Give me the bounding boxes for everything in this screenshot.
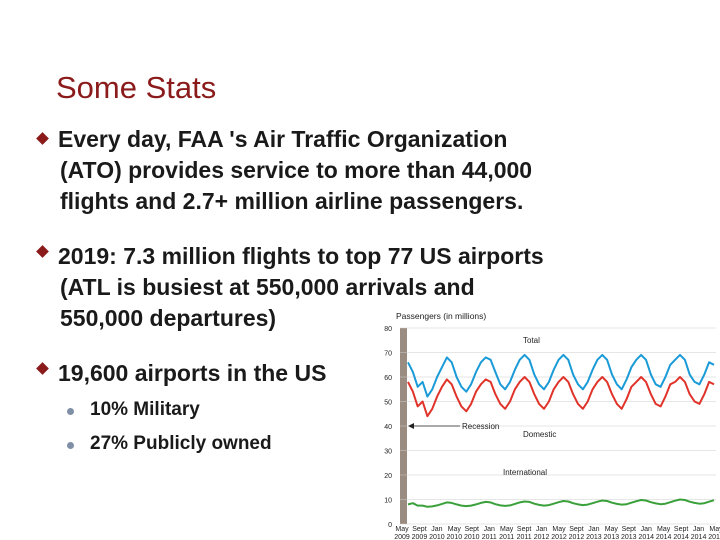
bullet-1-line-1: Every day, FAA 's Air Traffic Organizati… xyxy=(58,126,508,152)
series-line-domestic xyxy=(407,376,715,418)
x-tick-label: Sept 2010 xyxy=(464,526,480,540)
x-tick-label: Jan 2012 xyxy=(534,526,550,540)
x-tick-label: May 2013 xyxy=(604,526,620,540)
y-tick-label: 60 xyxy=(384,375,392,382)
sub-bullet-military: 10% Military xyxy=(90,399,200,420)
bullet-3-line-1: 19,600 airports in the US xyxy=(58,360,327,386)
series-label-domestic: Domestic xyxy=(523,430,556,439)
bullet-1-line-3: flights and 2.7+ million airline passeng… xyxy=(60,188,524,214)
x-tick-label: Jan 2014 xyxy=(691,526,707,540)
bullet-marker-icon xyxy=(36,362,49,375)
y-tick-label: 10 xyxy=(384,498,392,505)
recession-label: Recession xyxy=(462,422,499,431)
x-tick-label: Sept 2011 xyxy=(517,526,532,540)
x-tick-label: May 2012 xyxy=(551,526,567,540)
x-tick-label: Sept 2013 xyxy=(621,526,637,540)
bullet-2-line-3: 550,000 departures) xyxy=(60,305,277,331)
series-label-total: Total xyxy=(523,336,540,345)
x-tick-label: Sept 2012 xyxy=(569,526,585,540)
passenger-chart: Passengers (in millions) 0 10 20 30 40 50 60 70… xyxy=(384,311,720,540)
bullet-2-line-2: (ATL is busiest at 550,000 arrivals and xyxy=(60,274,475,300)
bullet-2: 2019: 7.3 million flights to top 77 US a… xyxy=(58,241,544,334)
x-tick-label: Jan 2011 xyxy=(482,526,497,540)
y-tick-label: 80 xyxy=(384,326,392,333)
sub-bullet-public: 27% Publicly owned xyxy=(90,433,272,454)
bullet-marker-icon xyxy=(36,245,49,258)
y-tick-label: 30 xyxy=(384,449,392,456)
sub-bullet-dot-icon xyxy=(67,442,74,449)
x-tick-label: Sept 2014 xyxy=(673,526,689,540)
x-tick-label: Sept 2009 xyxy=(412,526,428,540)
series-label-international: International xyxy=(503,468,547,477)
y-tick-label: 20 xyxy=(384,473,392,480)
x-tick-label: May 2009 xyxy=(394,526,410,540)
y-tick-label: 40 xyxy=(384,424,392,431)
recession-arrowhead-icon xyxy=(408,423,414,429)
sub-bullet-dot-icon xyxy=(67,408,74,415)
chart-ylabel: Passengers (in millions) xyxy=(396,311,486,321)
bullet-1-line-2: (ATO) provides service to more than 44,0… xyxy=(60,157,533,183)
x-tick-label: Jan 2010 xyxy=(429,526,445,540)
series-line-international xyxy=(407,498,715,508)
y-tick-label: 50 xyxy=(384,400,392,407)
series-line-total xyxy=(407,353,715,398)
x-tick-label: Jan 2013 xyxy=(586,526,602,540)
slide-title: Some Stats xyxy=(56,70,217,105)
x-tick-label: May 2010 xyxy=(447,526,463,540)
bullet-marker-icon xyxy=(36,132,49,145)
x-tick-label: May 2011 xyxy=(499,526,514,540)
y-tick-label: 70 xyxy=(384,351,392,358)
y-tick-label: 0 xyxy=(388,522,392,529)
bullet-3: 19,600 airports in the US xyxy=(58,358,326,389)
x-tick-label: Jan 2014 xyxy=(638,526,654,540)
bullet-1: Every day, FAA 's Air Traffic Organizati… xyxy=(58,124,532,217)
bullet-2-line-1: 2019: 7.3 million flights to top 77 US a… xyxy=(58,243,544,269)
